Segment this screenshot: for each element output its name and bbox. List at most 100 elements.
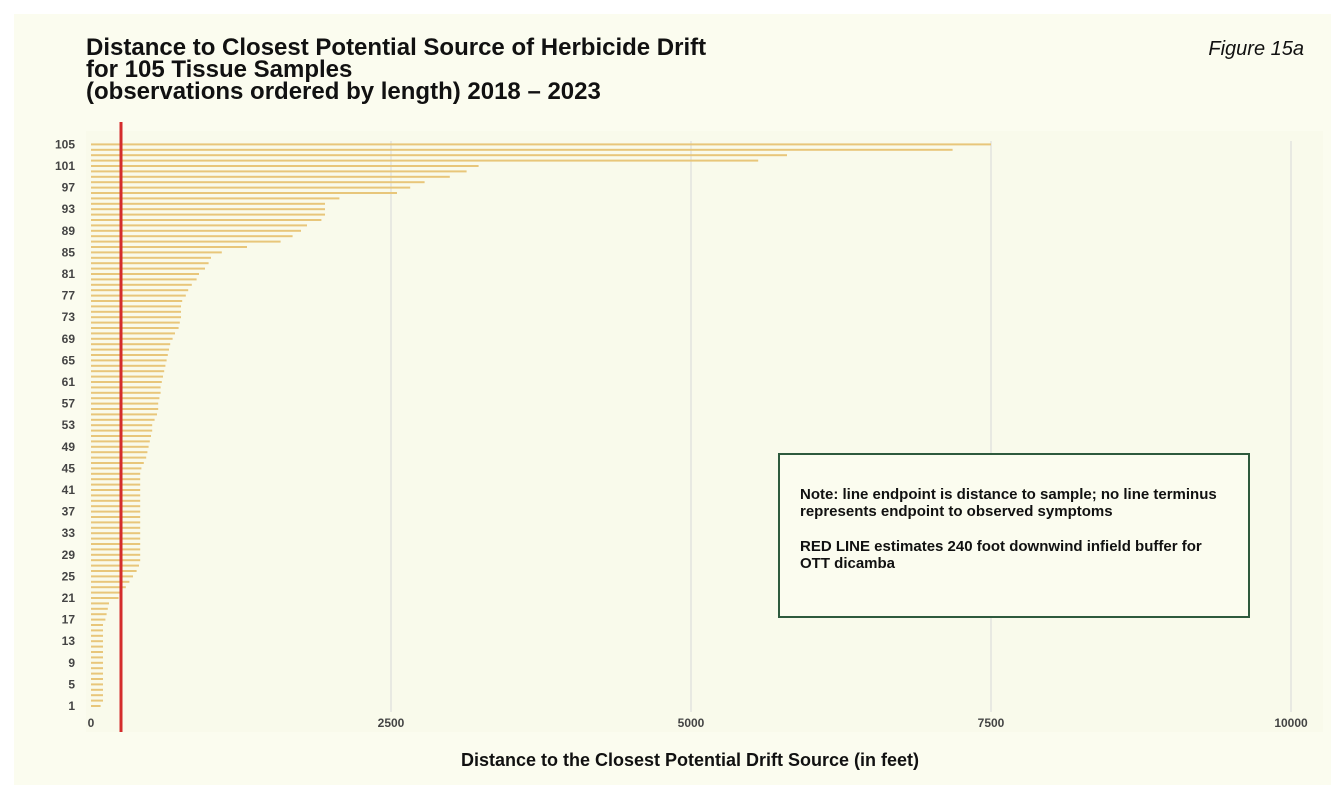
- bar-observation-39: [91, 499, 141, 502]
- bar-observation-96: [91, 192, 397, 194]
- bar-observation-19: [91, 607, 108, 610]
- y-tick-label: 93: [62, 202, 76, 216]
- y-tick-label: 17: [62, 613, 76, 627]
- y-tick-label: 65: [62, 353, 76, 367]
- bar-observation-58: [91, 397, 160, 400]
- bars: [91, 143, 991, 707]
- y-tick-label: 13: [62, 634, 76, 648]
- bar-observation-75: [91, 305, 181, 308]
- bar-observation-101: [91, 165, 479, 167]
- y-tick-label: 9: [68, 656, 75, 670]
- bar-observation-38: [91, 505, 141, 508]
- y-tick-label: 33: [62, 526, 76, 540]
- bar-observation-4: [91, 688, 103, 691]
- bar-observation-14: [91, 634, 103, 637]
- y-tick-label: 97: [62, 181, 76, 195]
- note-text-2: RED LINE estimates 240 foot downwind inf…: [800, 538, 1202, 572]
- bar-observation-79: [91, 283, 192, 286]
- y-tick-label: 41: [62, 483, 76, 497]
- y-tick-label: 37: [62, 505, 76, 519]
- bar-observation-46: [91, 462, 144, 464]
- bar-observation-42: [91, 483, 141, 486]
- bar-observation-13: [91, 640, 103, 643]
- bar-observation-93: [91, 208, 325, 211]
- bar-observation-24: [91, 580, 130, 583]
- bar-observation-27: [91, 564, 139, 567]
- bar-observation-72: [91, 321, 180, 324]
- bar-observation-66: [91, 354, 168, 356]
- bar-observation-103: [91, 154, 787, 157]
- y-tick-label: 53: [62, 418, 76, 432]
- bar-observation-63: [91, 370, 165, 373]
- bar-observation-28: [91, 559, 141, 562]
- bar-observation-98: [91, 181, 425, 184]
- bar-observation-92: [91, 213, 325, 216]
- bar-observation-47: [91, 456, 147, 459]
- y-tick-label: 5: [68, 677, 75, 691]
- bar-observation-16: [91, 624, 103, 626]
- bar-observation-3: [91, 694, 103, 697]
- x-tick-label: 0: [88, 716, 95, 730]
- bar-observation-59: [91, 391, 161, 394]
- bar-observation-105: [91, 143, 991, 146]
- bar-observation-104: [91, 148, 953, 151]
- bar-observation-12: [91, 645, 103, 648]
- bar-observation-2: [91, 699, 103, 702]
- bar-observation-68: [91, 343, 171, 346]
- bar-observation-21: [91, 597, 119, 599]
- bar-observation-82: [91, 267, 205, 270]
- y-tick-label: 77: [62, 289, 76, 303]
- bar-observation-67: [91, 348, 169, 351]
- bar-observation-74: [91, 310, 181, 313]
- bar-observation-97: [91, 186, 411, 189]
- bar-observation-8: [91, 667, 103, 670]
- y-tick-label: 45: [62, 461, 76, 475]
- bar-observation-9: [91, 661, 103, 664]
- bar-observation-10: [91, 656, 103, 659]
- bar-observation-15: [91, 629, 103, 632]
- y-tick-label: 29: [62, 548, 76, 562]
- bar-observation-64: [91, 364, 166, 367]
- y-tick-label: 81: [62, 267, 76, 281]
- bar-observation-34: [91, 526, 141, 529]
- bar-observation-62: [91, 375, 163, 378]
- bar-observation-87: [91, 240, 281, 243]
- y-tick-label: 101: [55, 159, 75, 173]
- bar-observation-60: [91, 386, 161, 389]
- bar-observation-32: [91, 537, 141, 540]
- bar-observation-102: [91, 159, 759, 162]
- bar-observation-57: [91, 402, 159, 405]
- bar-observation-29: [91, 553, 141, 556]
- bar-observation-18: [91, 613, 107, 616]
- bar-observation-1: [91, 705, 101, 707]
- y-tick-label: 69: [62, 332, 76, 346]
- bar-observation-95: [91, 197, 340, 200]
- x-axis-title: Distance to the Closest Potential Drift …: [460, 750, 920, 770]
- bar-observation-70: [91, 332, 175, 335]
- y-tick-label: 1: [68, 699, 75, 713]
- y-tick-label: 25: [62, 569, 76, 583]
- y-tick-label: 61: [62, 375, 76, 389]
- x-tick-labels: 0 2500 5000 7500 10000: [88, 716, 1308, 730]
- bar-observation-71: [91, 327, 179, 329]
- bar-observation-69: [91, 337, 173, 340]
- bar-observation-90: [91, 224, 307, 227]
- bar-observation-81: [91, 273, 199, 275]
- y-tick-label: 105: [55, 137, 75, 151]
- bar-observation-77: [91, 294, 186, 297]
- bar-observation-76: [91, 300, 183, 302]
- bar-observation-31: [91, 543, 141, 545]
- bar-observation-100: [91, 170, 467, 173]
- bar-observation-45: [91, 467, 142, 470]
- bar-observation-22: [91, 591, 123, 594]
- bar-observation-44: [91, 472, 141, 475]
- figure-label: Figure 15a: [1208, 38, 1304, 60]
- y-tick-label: 57: [62, 397, 76, 411]
- y-tick-label: 89: [62, 224, 76, 238]
- bar-observation-26: [91, 570, 137, 572]
- bar-observation-20: [91, 602, 109, 605]
- bar-observation-30: [91, 548, 141, 551]
- bar-observation-37: [91, 510, 141, 513]
- bar-observation-61: [91, 381, 162, 383]
- bar-observation-84: [91, 256, 211, 259]
